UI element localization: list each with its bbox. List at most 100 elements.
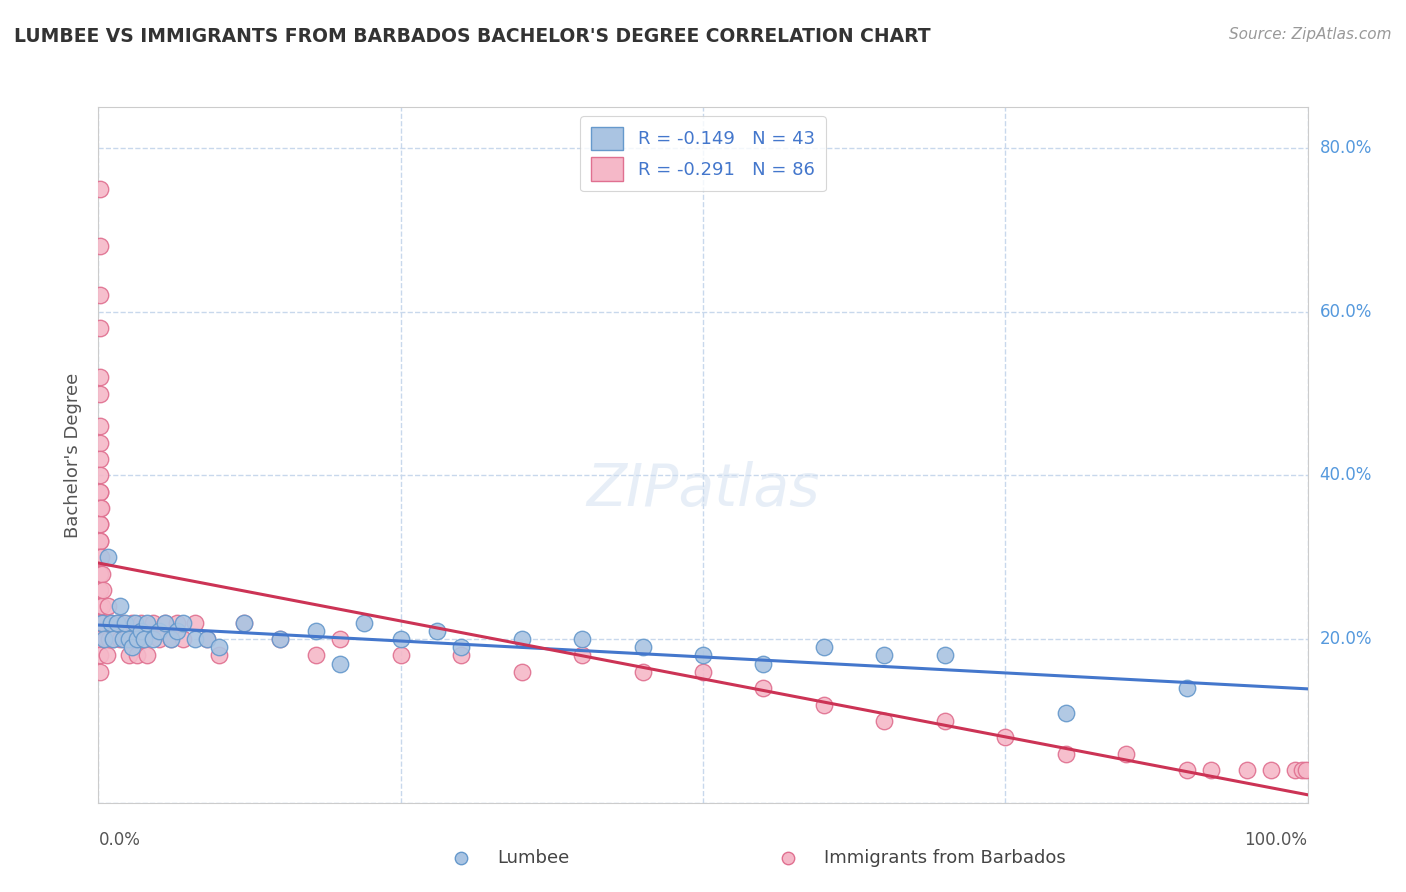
Point [105, 615, 128, 630]
Point [934, 648, 956, 663]
Point [269, 632, 291, 646]
Point [89, 288, 111, 302]
Point [89, 599, 111, 614]
Point [127, 648, 149, 663]
Point [1199, 763, 1222, 777]
Point [752, 657, 775, 671]
Text: ZIPatlas: ZIPatlas [586, 461, 820, 518]
Point [89, 386, 111, 401]
Point [90, 501, 112, 516]
Point [135, 615, 157, 630]
Point [111, 615, 134, 630]
Point [124, 615, 146, 630]
Point [89, 182, 111, 196]
Point [208, 640, 231, 655]
Point [195, 632, 218, 646]
Point [1175, 763, 1198, 777]
Point [129, 624, 152, 638]
Point [160, 632, 183, 646]
Text: Source: ZipAtlas.com: Source: ZipAtlas.com [1229, 27, 1392, 42]
Point [96, 648, 118, 663]
Point [450, 640, 472, 655]
Point [776, 861, 799, 875]
Text: 60.0%: 60.0% [1320, 302, 1372, 321]
Point [148, 624, 170, 638]
Point [389, 632, 412, 646]
Point [305, 648, 328, 663]
Point [89, 239, 111, 253]
Point [195, 632, 218, 646]
Point [1295, 763, 1317, 777]
Point [329, 632, 352, 646]
Point [114, 632, 136, 646]
Point [89, 501, 111, 516]
Point [118, 632, 141, 646]
Point [329, 657, 352, 671]
Point [89, 615, 111, 630]
Point [98, 632, 121, 646]
Point [692, 648, 714, 663]
Point [1260, 763, 1282, 777]
Point [692, 665, 714, 679]
Point [114, 615, 136, 630]
Text: Immigrants from Barbados: Immigrants from Barbados [824, 849, 1066, 867]
Text: Lumbee: Lumbee [498, 849, 569, 867]
Point [124, 632, 146, 646]
Point [184, 632, 207, 646]
Point [89, 484, 111, 499]
Point [1054, 706, 1077, 720]
Point [153, 615, 176, 630]
Point [1054, 747, 1077, 761]
Point [111, 632, 134, 646]
Point [571, 632, 593, 646]
Point [89, 566, 111, 581]
Point [426, 624, 449, 638]
Text: 20.0%: 20.0% [1320, 630, 1372, 648]
Point [121, 640, 143, 655]
Point [91, 599, 114, 614]
Point [1175, 681, 1198, 696]
Point [232, 615, 254, 630]
Point [97, 599, 120, 614]
Legend: R = -0.149   N = 43, R = -0.291   N = 86: R = -0.149 N = 43, R = -0.291 N = 86 [581, 116, 825, 192]
Point [934, 714, 956, 728]
Point [1284, 763, 1306, 777]
Text: LUMBEE VS IMMIGRANTS FROM BARBADOS BACHELOR'S DEGREE CORRELATION CHART: LUMBEE VS IMMIGRANTS FROM BARBADOS BACHE… [14, 27, 931, 45]
Point [89, 484, 111, 499]
Text: 100.0%: 100.0% [1244, 830, 1308, 848]
Point [101, 632, 124, 646]
Point [89, 517, 111, 532]
Point [208, 648, 231, 663]
Point [269, 632, 291, 646]
Point [89, 468, 111, 483]
Point [89, 452, 111, 467]
Point [873, 714, 896, 728]
Point [89, 615, 111, 630]
Point [89, 419, 111, 434]
Point [89, 370, 111, 384]
Point [93, 615, 115, 630]
Point [108, 632, 131, 646]
Point [184, 615, 207, 630]
Point [108, 599, 131, 614]
Text: 40.0%: 40.0% [1320, 467, 1372, 484]
Point [89, 550, 111, 565]
Point [134, 632, 156, 646]
Point [101, 632, 124, 646]
Point [450, 648, 472, 663]
Point [389, 648, 412, 663]
Point [153, 615, 176, 630]
Point [142, 632, 165, 646]
Point [93, 632, 115, 646]
Point [89, 501, 111, 516]
Point [94, 632, 117, 646]
Point [89, 566, 111, 581]
Point [813, 640, 835, 655]
Text: 80.0%: 80.0% [1320, 139, 1372, 157]
Point [89, 648, 111, 663]
Point [89, 321, 111, 335]
Y-axis label: Bachelor's Degree: Bachelor's Degree [65, 372, 83, 538]
Point [100, 615, 122, 630]
Point [135, 648, 157, 663]
Point [510, 632, 533, 646]
